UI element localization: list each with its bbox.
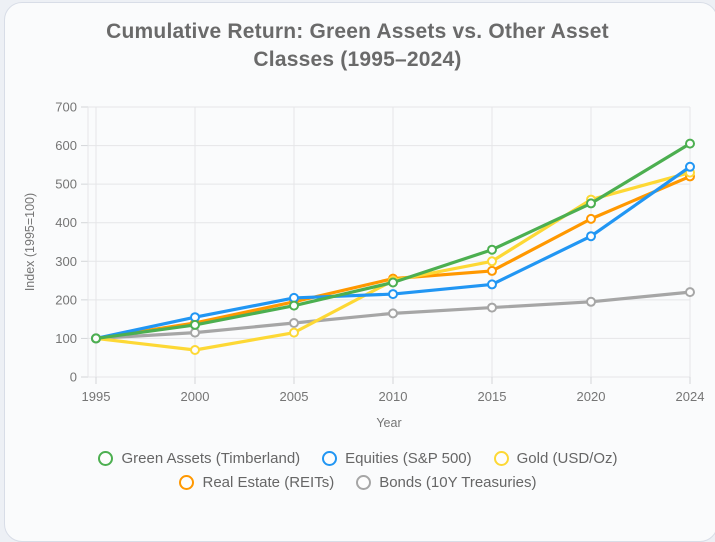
legend-marker-circle-icon [322, 451, 338, 466]
legend-label: Bonds (10Y Treasuries) [379, 474, 537, 491]
data-point[interactable] [586, 213, 596, 224]
x-tick-label: 2020 [577, 389, 606, 404]
data-point[interactable] [190, 345, 200, 355]
x-tick-label: 2000 [181, 389, 210, 404]
chart-canvas[interactable]: 0 100 200 300 400 500 600 700 1995 2000 2005 2010 20… [0, 0, 715, 445]
x-axis-title: Year [376, 416, 401, 430]
y-tick-label: 300 [55, 254, 77, 269]
legend-label: Equities (S&P 500) [345, 450, 472, 467]
legend-label: Gold (USD/Oz) [516, 450, 618, 467]
y-tick-label: 100 [55, 331, 77, 346]
y-tick-label: 700 [55, 100, 77, 115]
x-tick-label: 2024 [676, 389, 705, 404]
data-point[interactable] [586, 198, 596, 209]
data-point[interactable] [487, 244, 497, 255]
legend-item[interactable]: Gold (USD/Oz) [493, 450, 618, 467]
x-tick-label: 2005 [280, 389, 309, 404]
data-point[interactable] [586, 296, 596, 307]
y-axis-title: Index (1995=100) [23, 193, 37, 291]
legend-marker-circle-icon [493, 451, 509, 466]
data-point[interactable] [487, 265, 497, 276]
x-tick-label: 2010 [379, 389, 408, 404]
y-tick-label: 600 [55, 138, 77, 153]
legend-marker-circle-icon [356, 475, 372, 490]
chart-title-line2: Classes (1995–2024) [253, 48, 462, 71]
data-point[interactable] [586, 231, 596, 242]
legend-item[interactable]: Real Estate (REITs) [179, 474, 334, 491]
x-tick-label: 2015 [478, 389, 507, 404]
legend-label: Green Assets (Timberland) [121, 450, 301, 467]
y-tick-label: 400 [55, 215, 77, 230]
data-point[interactable] [487, 256, 497, 267]
data-point[interactable] [685, 138, 695, 149]
x-tick-label: 1995 [82, 389, 111, 404]
chart-title-line1: Cumulative Return: Green Assets vs. Othe… [106, 20, 609, 43]
data-point[interactable] [685, 161, 695, 172]
chart-title: Cumulative Return: Green Assets vs. Othe… [0, 18, 715, 74]
chart-legend: Green Assets (Timberland) Equities (S&P 5… [48, 450, 668, 491]
data-point[interactable] [685, 287, 695, 298]
data-point[interactable] [487, 279, 497, 290]
data-point[interactable] [388, 277, 398, 288]
y-tick-label: 500 [55, 177, 77, 192]
chart-card [4, 2, 715, 542]
data-point[interactable] [487, 302, 497, 313]
legend-item[interactable]: Equities (S&P 500) [322, 450, 472, 467]
legend-marker-circle-icon [179, 475, 195, 490]
data-point[interactable] [289, 327, 299, 338]
data-point[interactable] [190, 319, 200, 330]
y-tick-label: 200 [55, 292, 77, 307]
legend-item[interactable]: Green Assets (Timberland) [98, 450, 300, 467]
legend-label: Real Estate (REITs) [202, 474, 335, 491]
data-point[interactable] [388, 308, 398, 319]
legend-item[interactable]: Bonds (10Y Treasuries) [356, 474, 537, 491]
data-point[interactable] [388, 289, 398, 300]
data-point[interactable] [289, 300, 299, 311]
legend-marker-circle-icon [98, 451, 114, 466]
data-point[interactable] [289, 318, 299, 328]
y-tick-label: 0 [70, 370, 77, 385]
data-point[interactable] [91, 333, 101, 344]
